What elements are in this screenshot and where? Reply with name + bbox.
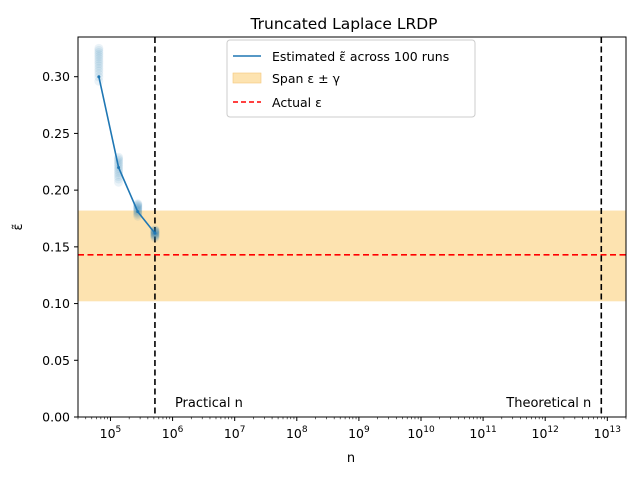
run-point-0-9: [94, 52, 104, 62]
run-point-0-2: [94, 69, 104, 79]
run-point-0-10: [94, 50, 104, 60]
run-point-0-12: [94, 45, 104, 55]
run-point-1-1: [114, 174, 124, 184]
run-point-3-0: [150, 233, 160, 243]
estimated-point-0: [97, 75, 101, 79]
y-tick-label: 0.00: [42, 410, 70, 425]
legend: Estimated ε̃ across 100 runs Span ε ± γ …: [226, 39, 476, 118]
y-axis-label: ε̃: [11, 223, 26, 230]
legend-patch-span: [232, 72, 262, 84]
plot-area: Practical n Theoretical n 0.00 0.05 0.10 0.15…: [42, 36, 627, 441]
legend-label-estimated: Estimated ε̃ across 100 runs: [272, 49, 449, 64]
run-point-0-11: [94, 47, 104, 57]
run-point-0-6: [94, 59, 104, 69]
legend-label-span: Span ε ± γ: [272, 71, 341, 86]
y-tick-label: 0.15: [42, 239, 70, 254]
y-tick-label: 0.25: [42, 126, 70, 141]
x-tick-label: 108: [286, 425, 308, 441]
run-point-0-5: [94, 61, 104, 71]
run-point-0-13: [94, 43, 104, 53]
legend-label-actual: Actual ε: [272, 95, 322, 110]
run-point-0-4: [94, 63, 104, 73]
x-tick-label: 1013: [594, 425, 621, 441]
y-tick-label: 0.10: [42, 296, 70, 311]
run-point-2-1: [133, 210, 143, 220]
span-band: [78, 210, 626, 302]
estimated-epsilon-line: [98, 76, 156, 234]
estimated-point-2: [136, 210, 140, 214]
x-axis-label: n: [347, 451, 355, 466]
x-tick-label: 107: [224, 425, 246, 441]
y-tick-label: 0.30: [42, 69, 70, 84]
x-tick-label: 1012: [532, 425, 559, 441]
run-point-1-9: [114, 159, 124, 169]
x-tick-label: 1010: [407, 425, 435, 441]
run-point-1-0: [114, 177, 124, 187]
estimated-point-3: [153, 231, 157, 235]
run-point-3-12: [150, 225, 160, 235]
x-tick-label: 1011: [469, 425, 496, 441]
run-point-3-11: [150, 226, 160, 236]
y-tick-label: 0.20: [42, 183, 70, 198]
run-point-0-7: [94, 56, 104, 66]
estimated-point-1: [117, 165, 121, 169]
run-point-1-4: [114, 167, 124, 177]
annotation-practical-n: Practical n: [175, 396, 243, 411]
run-point-3-13: [150, 225, 160, 235]
annotation-theoretical-n: Theoretical n: [505, 396, 591, 411]
x-tick-label: 109: [348, 425, 370, 441]
run-point-3-3: [150, 230, 160, 240]
chart-title: Truncated Laplace LRDP: [249, 15, 437, 33]
x-tick-label: 105: [100, 425, 122, 441]
axes-frame: [77, 36, 627, 418]
run-point-0-8: [94, 54, 104, 64]
x-tick-label: 106: [162, 425, 184, 441]
run-point-3-2: [150, 231, 160, 241]
run-point-0-3: [94, 66, 104, 76]
y-tick-label: 0.05: [42, 353, 70, 368]
run-point-3-1: [150, 232, 160, 242]
run-point-3-10: [150, 226, 160, 236]
legend-frame: [226, 39, 476, 118]
